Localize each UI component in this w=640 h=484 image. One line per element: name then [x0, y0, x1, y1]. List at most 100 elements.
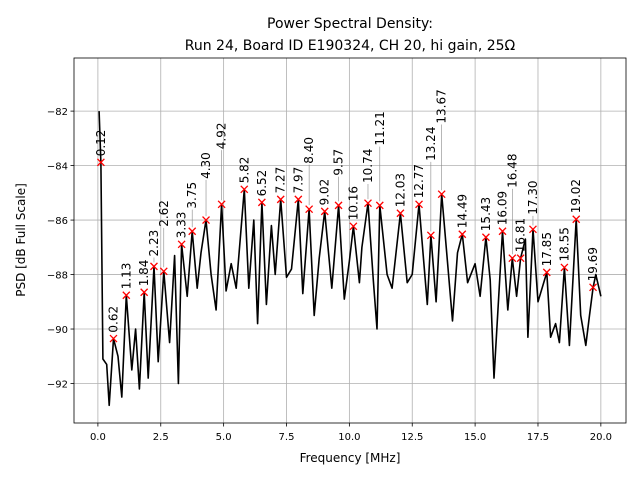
peak-marker-stroke: [458, 230, 467, 239]
peak-marker: [188, 227, 197, 236]
peak-marker: [96, 158, 105, 167]
x-axis-label: Frequency [MHz]: [300, 451, 401, 465]
peak-label: 1.84: [137, 260, 151, 287]
peak-label: 18.55: [557, 227, 571, 261]
peak-marker-stroke: [528, 225, 537, 234]
peak-label: 7.97: [291, 167, 305, 194]
peak-label: 16.09: [496, 191, 510, 225]
peak-marker: [458, 230, 467, 239]
peak-marker-stroke: [150, 262, 158, 271]
x-tick-label: 0.0: [90, 432, 106, 443]
peak-marker: [140, 288, 149, 297]
peak-label: 10.16: [346, 186, 360, 220]
peak-label: 17.85: [540, 232, 554, 266]
peak-marker-stroke: [305, 205, 314, 214]
peak-label: 3.75: [185, 182, 199, 209]
peak-label: 7.27: [274, 167, 288, 194]
peak-label: 1.13: [119, 263, 133, 290]
peak-marker: [426, 231, 435, 240]
peak-label: 16.48: [505, 154, 519, 188]
peak-marker: [508, 254, 517, 263]
peak-marker: [217, 200, 226, 209]
peak-label: 15.43: [479, 197, 493, 231]
peak-marker-stroke: [202, 216, 210, 225]
x-tick-label: 5.0: [216, 432, 232, 443]
axis-ticks: 0.0 2.5 5.0 7.5 10.0 12.5 15.0 17.5 20.0 −82 −84 −8…: [47, 107, 612, 443]
peak-marker-stroke: [589, 283, 598, 292]
peak-marker-stroke: [426, 231, 435, 240]
peak-marker-stroke: [188, 227, 197, 236]
peak-marker: [349, 222, 358, 231]
peak-marker: [202, 216, 210, 225]
peak-marker: [177, 240, 186, 249]
peak-marker: [375, 201, 384, 210]
peak-label: 4.92: [215, 122, 229, 149]
peak-marker: [589, 283, 598, 292]
peak-marker-stroke: [177, 240, 186, 249]
y-tick-label: −82: [47, 107, 68, 118]
peak-marker-stroke: [516, 254, 525, 263]
peak-marker: [334, 201, 343, 210]
peak-label: 0.12: [94, 130, 108, 157]
peak-marker-stroke: [560, 263, 569, 272]
peak-marker-stroke: [508, 254, 517, 263]
peak-marker: [498, 227, 507, 236]
peak-label: 9.57: [332, 149, 346, 176]
peak-markers: 0.12 0.62 1.13 1.84 2.23 2.62 3.33 3.754.304.92…: [94, 89, 600, 343]
peak-marker: [150, 262, 158, 271]
x-tick-label: 15.0: [464, 432, 486, 443]
plot-frame: [73, 57, 627, 424]
peak-marker-stroke: [217, 200, 226, 209]
peak-marker-stroke: [572, 215, 581, 224]
peak-marker-stroke: [364, 199, 372, 208]
peak-label-leaders: [153, 124, 534, 268]
peak-marker-stroke: [375, 201, 384, 210]
peak-label: 17.30: [526, 180, 540, 214]
peak-marker: [542, 268, 551, 277]
peak-marker-stroke: [415, 200, 423, 209]
peak-marker: [305, 205, 314, 214]
peak-label: 11.21: [373, 111, 387, 145]
peak-marker-stroke: [349, 222, 358, 231]
peak-marker-stroke: [140, 288, 149, 297]
peak-marker: [481, 233, 490, 242]
peak-label: 6.52: [255, 170, 269, 197]
peak-label: 19.02: [569, 179, 583, 213]
peak-label: 12.77: [412, 164, 426, 198]
peak-label: 5.82: [237, 157, 251, 184]
peak-marker-stroke: [498, 227, 507, 236]
y-tick-label: −90: [47, 325, 68, 336]
peak-marker: [396, 209, 405, 218]
peak-label: 16.81: [514, 218, 528, 252]
peak-marker-stroke: [481, 233, 490, 242]
peak-marker-stroke: [122, 291, 131, 300]
peak-marker: [437, 190, 446, 199]
y-tick-label: −84: [47, 162, 68, 173]
x-tick-label: 20.0: [590, 432, 612, 443]
psd-trace-line: [98, 111, 602, 407]
peak-marker-stroke: [96, 158, 105, 167]
x-tick-label: 12.5: [401, 432, 423, 443]
peak-label: 2.62: [157, 200, 171, 227]
peak-marker: [109, 334, 118, 343]
peak-marker-stroke: [240, 185, 249, 194]
peak-marker: [528, 225, 537, 234]
peak-marker-stroke: [542, 268, 551, 277]
peak-marker-stroke: [109, 334, 118, 343]
peak-label: 3.33: [175, 212, 189, 239]
peak-label: 12.03: [393, 173, 407, 207]
peak-marker-stroke: [294, 195, 303, 204]
peak-marker: [240, 185, 249, 194]
peak-marker: [572, 215, 581, 224]
peak-marker-stroke: [396, 209, 405, 218]
trace: [98, 111, 602, 407]
peak-label: 13.24: [424, 127, 438, 161]
x-tick-label: 7.5: [279, 432, 295, 443]
x-tick-label: 17.5: [527, 432, 549, 443]
peak-marker: [294, 195, 303, 204]
peak-marker: [257, 198, 266, 207]
x-tick-label: 2.5: [153, 432, 169, 443]
chart-subtitle: Run 24, Board ID E190324, CH 20, hi gain…: [185, 38, 516, 54]
peak-marker: [159, 267, 168, 276]
